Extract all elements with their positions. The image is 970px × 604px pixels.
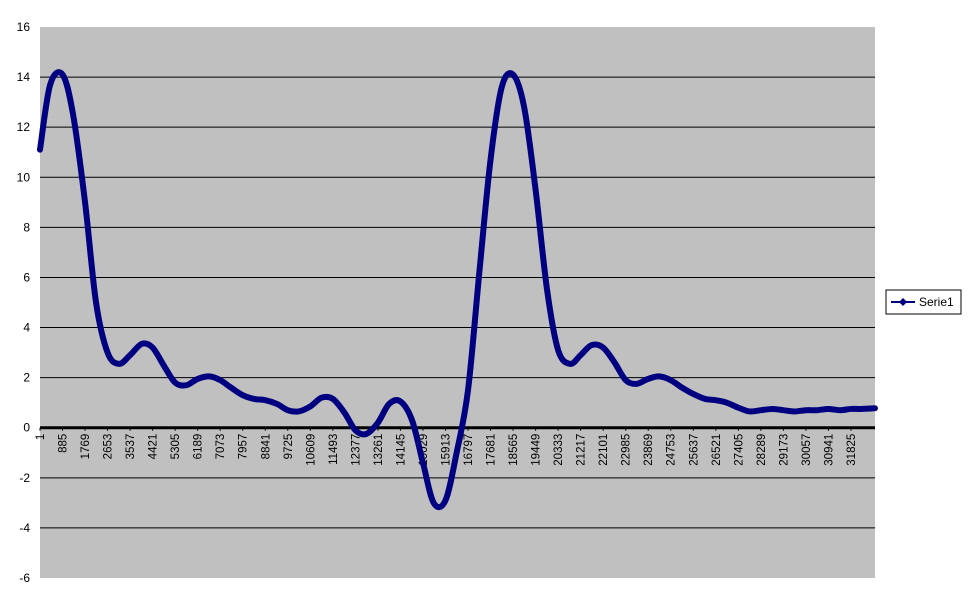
series-line-serie1 bbox=[37, 69, 878, 511]
x-tick-label: 2653 bbox=[103, 434, 115, 460]
y-tick-label: 2 bbox=[23, 371, 30, 385]
x-tick-label: 22101 bbox=[598, 434, 610, 466]
x-tick-label: 3537 bbox=[125, 434, 137, 460]
gridlines bbox=[40, 76, 875, 529]
x-tick-label: 10609 bbox=[305, 434, 317, 466]
x-tick-label: 13261 bbox=[373, 434, 385, 466]
x-tick-label: 18565 bbox=[508, 434, 520, 466]
x-tick-label: 4421 bbox=[148, 434, 160, 460]
x-tick-label: 28289 bbox=[756, 434, 768, 466]
x-tick-label: 14145 bbox=[395, 434, 407, 466]
x-tick-label: 22985 bbox=[621, 434, 633, 466]
x-tick-label: 19449 bbox=[531, 434, 543, 466]
x-tick-label: 9725 bbox=[283, 434, 295, 460]
y-tick-label: -2 bbox=[19, 471, 30, 485]
y-tick-label: 12 bbox=[17, 120, 31, 134]
y-tick-label: 14 bbox=[17, 70, 31, 84]
x-tick-label: 30941 bbox=[823, 434, 835, 466]
x-tick-label: 1769 bbox=[80, 434, 92, 460]
x-tick-label: 21217 bbox=[576, 434, 588, 466]
x-tick-label: 7957 bbox=[238, 434, 250, 460]
x-tick-label: 20333 bbox=[553, 434, 565, 466]
x-axis-tick-labels: 1 885 1769 2653 3537 4421 5305 6189 7073 7957 8841… bbox=[35, 427, 858, 466]
x-tick-label: 11493 bbox=[328, 434, 340, 465]
y-tick-label: -6 bbox=[19, 571, 30, 585]
x-tick-label: 12377 bbox=[350, 434, 362, 466]
x-tick-label: 1 bbox=[35, 434, 47, 440]
series-layer bbox=[37, 69, 878, 511]
y-tick-label: 4 bbox=[23, 321, 30, 335]
x-tick-label: 25637 bbox=[688, 434, 700, 466]
x-tick-label: 7073 bbox=[215, 434, 227, 460]
x-tick-label: 27405 bbox=[733, 434, 745, 466]
x-tick-label: 24753 bbox=[666, 434, 678, 466]
x-tick-label: 8841 bbox=[260, 434, 272, 460]
y-tick-label: 10 bbox=[17, 170, 31, 184]
x-tick-label: 15913 bbox=[440, 434, 452, 466]
x-tick-label: 30057 bbox=[801, 434, 813, 466]
x-tick-label: 16797 bbox=[463, 434, 475, 466]
legend-label-serie1: Serie1 bbox=[919, 295, 954, 309]
x-tick-label: 31825 bbox=[846, 434, 858, 466]
y-tick-label: 0 bbox=[23, 421, 30, 435]
x-tick-label: 885 bbox=[58, 434, 70, 453]
y-tick-label: -4 bbox=[19, 521, 30, 535]
x-tick-label: 23869 bbox=[643, 434, 655, 466]
y-axis-tick-labels: -6 -4 -2 0 2 4 6 8 10 12 14 16 bbox=[17, 20, 31, 585]
legend-marker-diamond bbox=[899, 298, 907, 306]
x-tick-label: 6189 bbox=[193, 434, 205, 460]
x-tick-label: 5305 bbox=[170, 434, 182, 460]
y-tick-label: 8 bbox=[23, 220, 30, 234]
x-tick-label: 29173 bbox=[778, 434, 790, 466]
plot-area bbox=[40, 27, 875, 578]
y-tick-label: 16 bbox=[17, 20, 31, 34]
y-tick-label: 6 bbox=[23, 270, 30, 284]
legend: Serie1 bbox=[885, 289, 962, 315]
x-tick-label: 26521 bbox=[711, 434, 723, 466]
x-tick-label: 17681 bbox=[486, 434, 498, 466]
